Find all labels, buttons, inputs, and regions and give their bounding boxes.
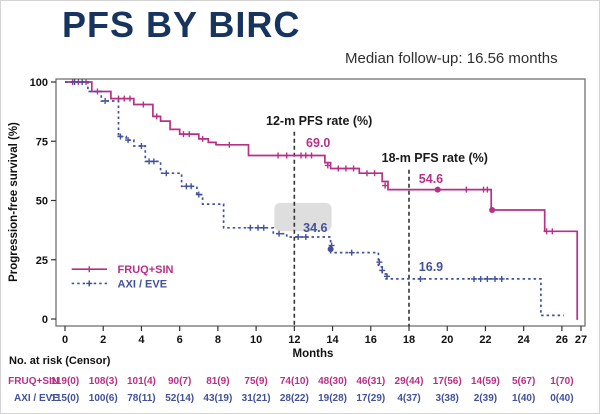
number-at-risk-table: No. at risk (Censor) FRUQ+SIN 119(0) 108(3… [1,353,599,413]
x-tick-label: 16 [365,334,377,346]
risk-cell: 5(67) [511,376,536,387]
curve-dot [327,246,334,253]
annotation-rate18-fruq: 54.6 [419,172,443,186]
risk-cell: 28(22) [279,393,309,404]
curve-dot [434,186,441,193]
risk-cell: 46(31) [356,376,386,387]
legend-label: AXI / EVE [118,278,168,290]
km-curve-axi [65,81,564,317]
risk-cell: 17(56) [432,376,462,387]
risk-cell: 101(4) [126,376,156,387]
risk-cell: 108(3) [88,376,118,387]
risk-cell: 52(14) [165,393,195,404]
risk-cell: 17(29) [356,393,386,404]
x-tick-label: 27 [575,334,587,346]
risk-cell: 0(40) [550,393,574,404]
risk-cell: 74(10) [279,376,309,387]
y-axis-title: Progression-free survival (%) [8,122,20,282]
x-axis-title: Months [293,348,334,360]
risk-cell: 3(38) [435,393,459,404]
annotation-rate18-axi: 16.9 [419,260,443,274]
y-tick-label: 50 [36,196,48,208]
risk-row-label: FRUQ+SIN [8,376,59,387]
risk-cell: 31(21) [241,393,271,404]
legend-label: FRUQ+SIN [118,264,174,276]
page-title: PFS BY BIRC [62,4,301,45]
risk-cell: 115(0) [50,393,80,404]
risk-cell: 100(6) [88,393,118,404]
risk-cell: 48(30) [318,376,347,387]
annotation-rate12-fruq: 69.0 [306,136,330,150]
curve-dot [489,206,496,213]
annotation-rate12-axi: 34.6 [303,221,327,235]
x-tick-label: 2 [100,334,106,346]
risk-cell: 75(9) [244,376,268,387]
risk-cell: 1(70) [550,376,574,387]
x-tick-label: 4 [138,334,145,346]
risk-cell: 119(0) [50,376,80,387]
risk-row-label: AXI / EVE [13,393,59,404]
risk-cell: 2(39) [473,393,498,404]
y-tick-label: 100 [30,77,48,89]
x-tick-label: 8 [215,334,221,346]
x-tick-label: 26 [556,334,568,346]
annotation-rate12-title: 12-m PFS rate (%) [266,114,372,128]
x-tick-label: 0 [62,334,68,346]
y-tick-label: 75 [36,136,48,148]
x-tick-label: 18 [403,334,415,346]
y-tick-label: 25 [36,255,48,267]
x-tick-label: 12 [288,334,300,346]
risk-cell: 1(40) [511,393,536,404]
annotation-rate18-title: 18-m PFS rate (%) [382,151,488,165]
x-tick-label: 10 [250,334,262,346]
risk-cell: 14(59) [470,376,500,387]
risk-table-heading: No. at risk (Censor) [9,355,111,367]
risk-cell: 90(7) [167,376,192,387]
risk-cell: 81(9) [206,376,230,387]
x-tick-label: 24 [518,334,531,346]
highlight-box [274,202,332,232]
x-tick-label: 22 [479,334,491,346]
x-tick-label: 20 [441,334,453,346]
risk-cell: 19(28) [318,393,347,404]
risk-cell: 43(19) [203,393,233,404]
risk-cell: 78(11) [127,393,156,404]
plot-border [55,78,586,327]
risk-cell: 29(44) [394,376,424,387]
risk-cell: 4(37) [397,393,421,404]
y-tick-label: 0 [42,314,48,326]
x-tick-label: 6 [177,334,183,346]
median-followup-text: Median follow-up: 16.56 months [345,50,558,67]
x-tick-label: 14 [326,334,339,346]
